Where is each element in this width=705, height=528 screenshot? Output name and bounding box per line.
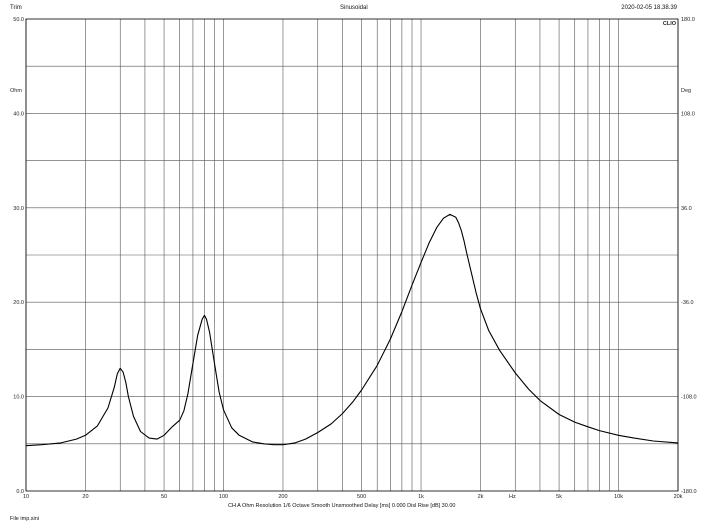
- clio-brand-label: CLIO: [663, 21, 677, 27]
- y2-tick-label: 180.0: [681, 17, 695, 23]
- y2-tick-label: -36.0: [681, 300, 694, 306]
- y2-tick-label: -108.0: [681, 395, 697, 401]
- x-tick-label: 200: [278, 494, 287, 500]
- header-left: Trim: [10, 5, 22, 11]
- footer-settings: CH A Ohm Resolution 1/6 Octave Smooth Un…: [228, 503, 456, 509]
- y2-tick-label: 36.0: [681, 206, 692, 212]
- impedance-series-line: [25, 213, 679, 447]
- header-right: 2020-02-05 18.38.39: [621, 5, 677, 11]
- x-tick-label: 500: [357, 494, 366, 500]
- x-tick-label: 100: [219, 494, 228, 500]
- footer-file: File imp.sini: [10, 516, 40, 522]
- y-tick-label: 0.0: [16, 489, 24, 495]
- x-tick-label: 50: [161, 494, 167, 500]
- right-axis-unit: Deg: [681, 88, 691, 94]
- y-tick-label: 20.0: [13, 300, 24, 306]
- y-tick-label: 30.0: [13, 206, 24, 212]
- x-tick-label: 10: [23, 494, 29, 500]
- x-tick-label: 1k: [418, 494, 424, 500]
- x-axis-unit: Hz: [509, 494, 516, 500]
- y-tick-label: 50.0: [13, 17, 24, 23]
- x-tick-label: 10k: [614, 494, 623, 500]
- tick-labels: 10 20 50 100 200 500 1k 2k 5k 10k 20k 0.0 10.0 20.0 30…: [13, 17, 696, 500]
- x-tick-label: 20: [82, 494, 88, 500]
- y2-tick-label: 108.0: [681, 111, 695, 117]
- x-tick-label: 2k: [478, 494, 484, 500]
- y-tick-label: 10.0: [13, 395, 24, 401]
- header-center: Sinusoidal: [340, 5, 368, 11]
- x-tick-label: 20k: [674, 494, 683, 500]
- y-tick-label: 40.0: [13, 111, 24, 117]
- x-tick-label: 5k: [556, 494, 562, 500]
- series: [25, 213, 679, 447]
- left-axis-unit: Ohm: [10, 88, 22, 94]
- grid: [25, 19, 679, 491]
- plot-frame: [25, 18, 679, 492]
- y2-tick-label: -180.0: [681, 489, 697, 495]
